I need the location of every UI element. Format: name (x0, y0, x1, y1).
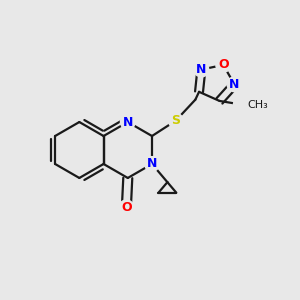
Text: N: N (147, 158, 157, 170)
Text: N: N (229, 78, 240, 91)
Text: N: N (123, 116, 133, 128)
Circle shape (119, 200, 134, 215)
Circle shape (194, 62, 209, 77)
Circle shape (120, 115, 135, 129)
Circle shape (233, 94, 256, 116)
Circle shape (145, 157, 159, 171)
Text: CH₃: CH₃ (247, 100, 268, 110)
Text: O: O (121, 201, 132, 214)
Text: S: S (171, 114, 180, 127)
Circle shape (168, 113, 183, 128)
Text: N: N (196, 63, 207, 76)
Circle shape (227, 77, 242, 92)
Circle shape (216, 58, 231, 72)
Text: O: O (218, 58, 229, 71)
